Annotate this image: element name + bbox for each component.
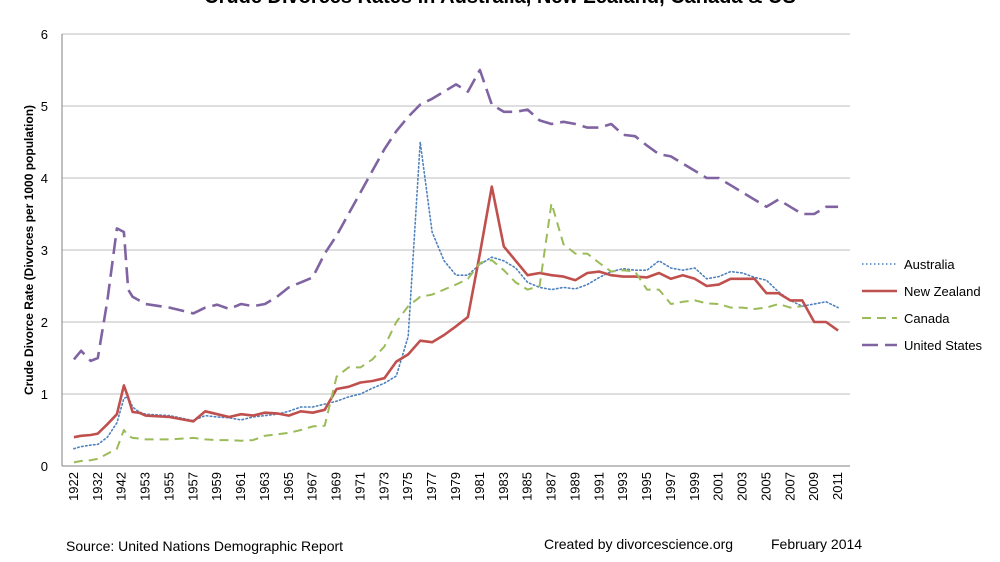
x-tick-label: 1932 bbox=[90, 472, 105, 501]
legend: Australia New Zealand Canada United States bbox=[862, 257, 983, 353]
x-tick-label: 1975 bbox=[400, 472, 415, 501]
series-line-australia bbox=[73, 141, 839, 450]
legend-label: New Zealand bbox=[904, 284, 981, 299]
x-tick-label: 1963 bbox=[257, 472, 272, 501]
x-tick-label: 1993 bbox=[615, 472, 630, 501]
x-tick-label: 1953 bbox=[138, 472, 153, 501]
x-tick-label: 2005 bbox=[758, 472, 773, 501]
x-tick-label: 1983 bbox=[496, 472, 511, 501]
y-tick-label: 0 bbox=[41, 459, 48, 474]
date-label: February 2014 bbox=[771, 536, 863, 552]
x-tick-label: 1981 bbox=[472, 472, 487, 501]
x-tick-label: 1997 bbox=[663, 472, 678, 501]
series-lines bbox=[72, 68, 839, 464]
y-tick-label: 4 bbox=[41, 171, 48, 186]
legend-label: Canada bbox=[904, 311, 950, 326]
x-tick-label: 1985 bbox=[520, 472, 535, 501]
source-note: Source: United Nations Demographic Repor… bbox=[66, 538, 344, 554]
x-tick-label: 2011 bbox=[830, 472, 845, 500]
x-tick-label: 1922 bbox=[66, 472, 81, 501]
legend-label: United States bbox=[904, 338, 983, 353]
x-tick-label: 1973 bbox=[376, 472, 391, 501]
x-tick-label: 1987 bbox=[544, 472, 559, 501]
x-tick-label: 2001 bbox=[711, 472, 726, 501]
created-by: Created by divorcescience.org bbox=[544, 536, 734, 552]
x-tick-labels: 1922 1932 1942 1953 1955 1957 1959 1961 1963 1965… bbox=[66, 472, 845, 501]
x-tick-label: 1961 bbox=[233, 472, 248, 501]
x-tick-label: 1969 bbox=[329, 472, 344, 501]
x-tick-label: 1942 bbox=[114, 472, 129, 501]
x-tick-label: 1959 bbox=[209, 472, 224, 501]
x-tick-label: 1999 bbox=[687, 472, 702, 501]
legend-label: Australia bbox=[904, 257, 955, 272]
y-axis-label: Crude Divorce Rate (Divorces per 1000 po… bbox=[22, 105, 36, 395]
series-line-canada bbox=[73, 202, 803, 464]
x-tick-label: 1965 bbox=[281, 472, 296, 501]
x-tick-label: 1957 bbox=[185, 472, 200, 501]
x-tick-label: 1971 bbox=[352, 472, 367, 501]
x-tick-label: 1995 bbox=[639, 472, 654, 501]
x-tick-label: 2007 bbox=[782, 472, 797, 501]
y-tick-label: 1 bbox=[41, 387, 48, 402]
x-tick-label: 1955 bbox=[161, 472, 176, 501]
series-line-new-zealand bbox=[73, 185, 839, 439]
y-tick-label: 5 bbox=[41, 99, 48, 114]
y-tick-label: 2 bbox=[41, 315, 48, 330]
axes bbox=[61, 34, 850, 467]
y-tick-labels: 0 1 2 3 4 5 6 bbox=[41, 27, 48, 474]
x-tick-label: 1989 bbox=[567, 472, 582, 501]
y-tick-label: 6 bbox=[41, 27, 48, 42]
series-line-united-states bbox=[72, 68, 839, 363]
x-tick-label: 1979 bbox=[448, 472, 463, 501]
x-tick-label: 1977 bbox=[424, 472, 439, 501]
x-tick-label: 1967 bbox=[305, 472, 320, 501]
chart-title: Crude Divorces Rates in Australia, New Z… bbox=[204, 0, 796, 8]
gridlines bbox=[62, 33, 850, 395]
y-tick-label: 3 bbox=[41, 243, 48, 258]
x-tick-label: 2009 bbox=[806, 472, 821, 501]
x-tick-label: 1991 bbox=[591, 472, 606, 501]
x-tick-label: 2003 bbox=[735, 472, 750, 501]
